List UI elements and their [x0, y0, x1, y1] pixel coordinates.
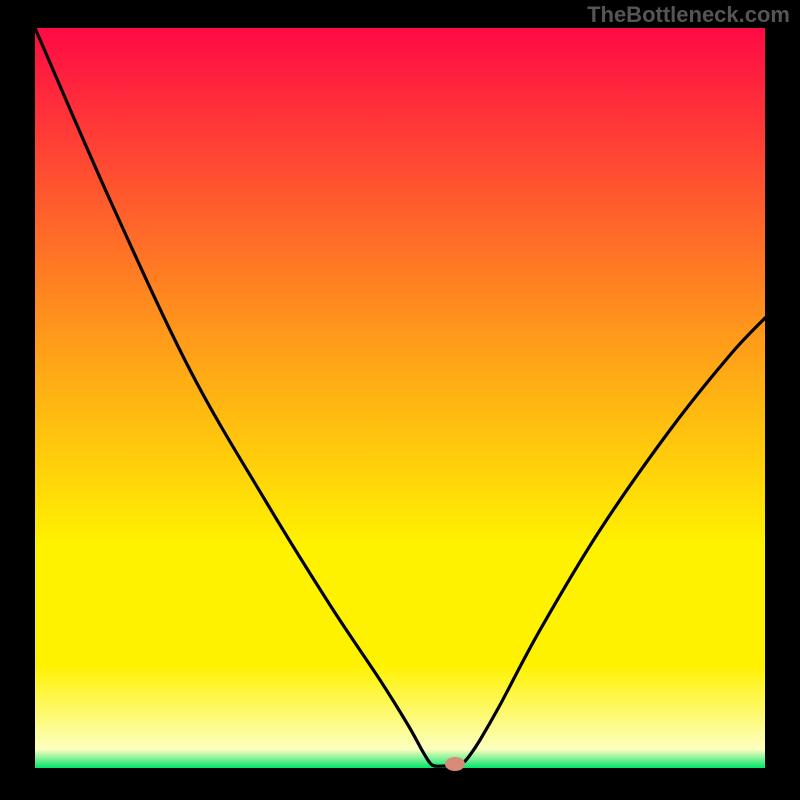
- chart-gradient-bg: [35, 28, 765, 768]
- optimal-point-marker: [445, 757, 465, 771]
- chart-container: TheBottleneck.com: [0, 0, 800, 800]
- watermark-text: TheBottleneck.com: [587, 2, 790, 28]
- bottleneck-chart: [0, 0, 800, 800]
